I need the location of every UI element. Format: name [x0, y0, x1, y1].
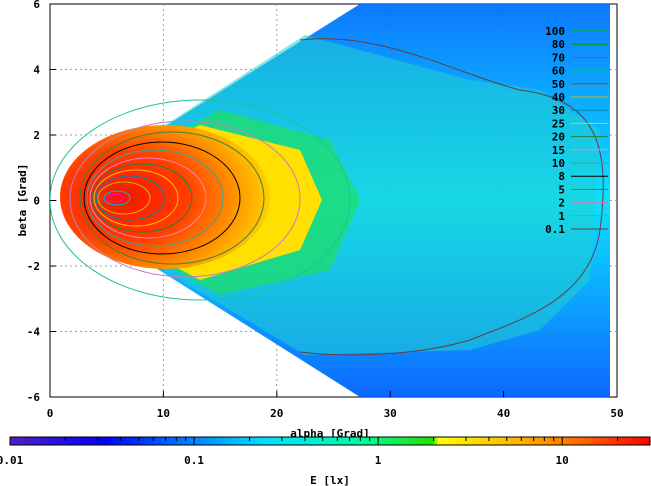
contour-40: [97, 181, 151, 215]
legend-label: 80: [552, 38, 565, 51]
legend-label: 40: [552, 91, 565, 104]
contour-20: [91, 163, 193, 233]
legend-label: 50: [552, 78, 565, 91]
legend-label: 1: [558, 210, 565, 223]
y-tick-label: 4: [33, 64, 40, 77]
x-tick-label: 10: [157, 407, 170, 420]
x-tick-label: 0: [47, 407, 54, 420]
x-axis: 0 10 20 30 40 50: [47, 391, 624, 420]
legend-label: 70: [552, 51, 565, 64]
x-tick-label: 20: [270, 407, 283, 420]
colorbar-label: E [lx]: [310, 474, 350, 486]
legend-label: 15: [552, 144, 565, 157]
contour-60: [103, 190, 131, 206]
y-tick-label: -4: [27, 326, 41, 339]
legend-label: 100: [545, 25, 565, 38]
legend-label: 25: [552, 117, 565, 130]
legend-label: 60: [552, 65, 565, 78]
colorbar-tick-label: 0.01: [0, 454, 24, 467]
y-tick-label: 6: [33, 0, 40, 11]
legend-label: 8: [558, 170, 565, 183]
contour-1: [50, 99, 351, 301]
y-tick-label: -2: [27, 260, 40, 273]
colorbar-tick-label: 10: [556, 454, 569, 467]
contour-8: [83, 141, 241, 255]
contour-2: [69, 120, 301, 278]
contour-10: [86, 149, 224, 247]
legend-label: 30: [552, 104, 565, 117]
y-axis: -6 -4 -2 0 2 4 6: [27, 0, 56, 404]
x-tick-label: 50: [610, 407, 623, 420]
contour-70: [106, 193, 124, 203]
colorbar-tick-label: 1: [375, 454, 382, 467]
colorbar-ticks: 0.01 0.1 1 10: [0, 437, 651, 467]
legend-label: 20: [552, 131, 565, 144]
legend-label: 2: [558, 197, 565, 210]
y-tick-label: -6: [27, 391, 41, 404]
y-axis-label: beta [Grad]: [16, 164, 29, 237]
legend-label: 0.1: [545, 223, 565, 236]
x-tick-label: 40: [497, 407, 510, 420]
legend-label: 5: [558, 183, 565, 196]
x-tick-label: 30: [384, 407, 397, 420]
y-tick-label: 2: [33, 129, 40, 142]
contour-5: [79, 131, 265, 265]
legend-label: 10: [552, 157, 565, 170]
contour-15: [89, 157, 207, 239]
contour-25: [93, 169, 179, 227]
contour-0.1: [299, 38, 604, 356]
colorbar-tick-label: 0.1: [184, 454, 204, 467]
contour-50: [100, 186, 140, 210]
contour-30: [95, 175, 165, 221]
y-tick-label: 0: [33, 195, 40, 208]
hot-core: [60, 125, 270, 269]
illuminance-field: [50, 4, 610, 397]
